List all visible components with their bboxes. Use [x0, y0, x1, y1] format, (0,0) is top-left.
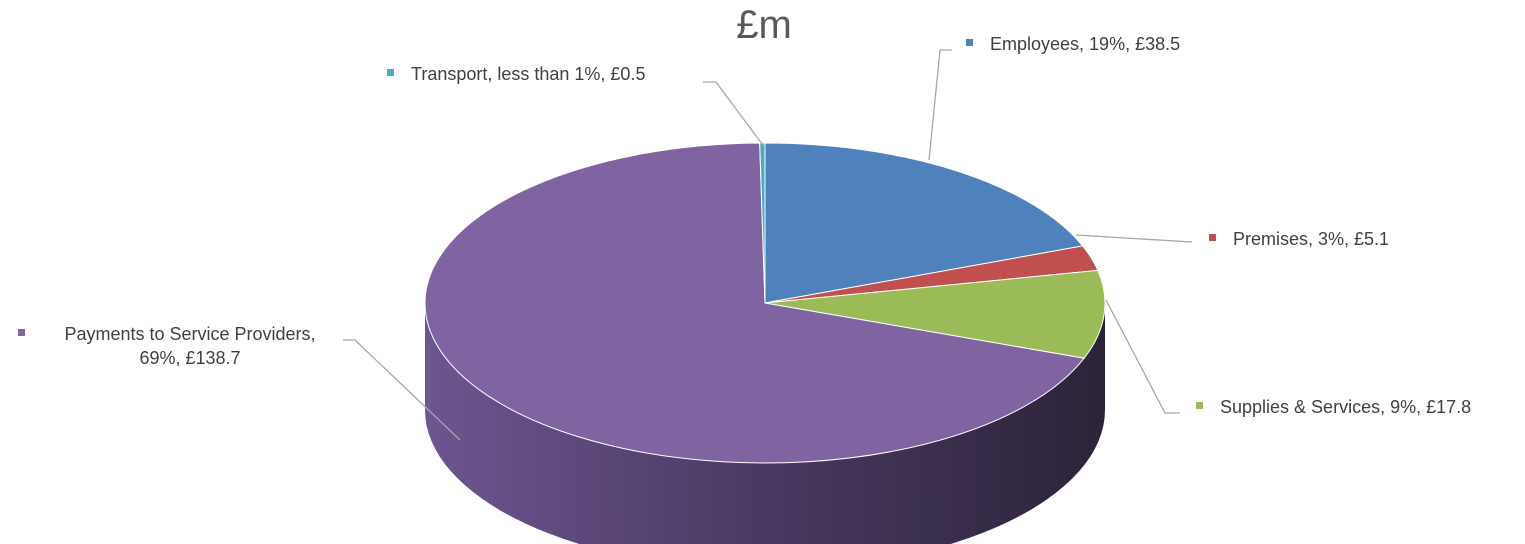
pie-slice-employees — [764, 142, 1084, 304]
leader-line-employees — [928, 49, 952, 161]
pie-slices-group — [424, 142, 1106, 464]
leader-lines-group — [343, 49, 1193, 441]
data-labels-group: Employees, 19%, £38.5 Premises, 3%, £5.1 S… — [18, 34, 1471, 417]
chart-title: £m — [736, 3, 792, 47]
pie-side-group — [425, 303, 1105, 544]
legend-marker-employees — [966, 39, 973, 46]
data-label-supplies-services: Supplies & Services, 9%, £17.8 — [1220, 397, 1471, 417]
pie-side-wall — [425, 303, 1105, 544]
data-label-transport: Transport, less than 1%, £0.5 — [411, 64, 645, 84]
data-label-premises: Premises, 3%, £5.1 — [1233, 229, 1389, 249]
legend-marker-transport — [387, 69, 394, 76]
pie-slice-supplies-services — [764, 269, 1106, 359]
data-label-employees: Employees, 19%, £38.5 — [990, 34, 1180, 54]
legend-marker-premises — [1209, 234, 1216, 241]
legend-marker-payments-to-service-providers — [18, 329, 25, 336]
leader-line-premises — [1075, 234, 1193, 243]
data-label-payments-to-service-providers-line-1: Payments to Service Providers, — [64, 324, 315, 344]
legend-marker-supplies-services — [1196, 402, 1203, 409]
leader-line-supplies-services — [1105, 299, 1180, 414]
leader-line-payments-to-service-providers — [343, 339, 461, 441]
pie-slice-transport — [759, 142, 766, 304]
leader-line-transport — [703, 81, 766, 149]
pie-slice-payments-to-service-providers — [424, 142, 1086, 464]
data-label-payments-to-service-providers-line-2: 69%, £138.7 — [139, 348, 240, 368]
